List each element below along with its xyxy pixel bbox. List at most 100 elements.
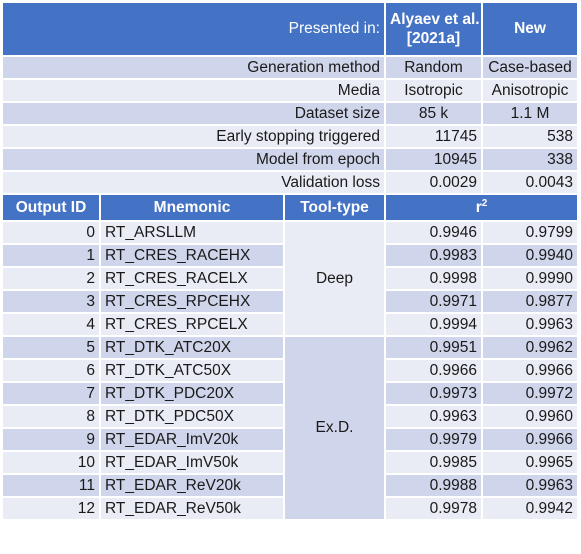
- r2-b: 0.9963: [483, 314, 577, 335]
- table-row: 4 RT_CRES_RPCELX 0.9994 0.9963: [3, 314, 577, 335]
- mnemonic: RT_CRES_RPCEHX: [101, 291, 283, 312]
- mnemonic: RT_DTK_ATC20X: [101, 337, 283, 358]
- table-row: 5 RT_DTK_ATC20X Ex.D. 0.9951 0.9962: [3, 337, 577, 519]
- meta-label: Model from epoch: [3, 149, 384, 170]
- r2-a: 0.9978: [386, 498, 481, 519]
- presented-in-label: Presented in:: [3, 3, 384, 55]
- output-id: 2: [3, 268, 99, 289]
- meta-label: Dataset size: [3, 103, 384, 124]
- output-id: 10: [3, 452, 99, 473]
- r2-a: 0.9966: [386, 360, 481, 381]
- r2-b: 0.9962: [483, 337, 577, 358]
- output-id: 4: [3, 314, 99, 335]
- r2-a: 0.9973: [386, 383, 481, 404]
- col-a-title-line1: Alyaev et al.: [390, 11, 480, 28]
- meta-value-b: 1.1 M: [483, 103, 577, 124]
- col-b-title: New: [483, 3, 577, 55]
- meta-value-a: 11745: [386, 126, 481, 147]
- meta-row: Dataset size 85 k 1.1 M: [3, 103, 577, 124]
- output-id: 12: [3, 498, 99, 519]
- tool-type-header: Tool-type: [285, 195, 384, 220]
- meta-value-a: Isotropic: [386, 80, 481, 101]
- tool-type-deep: Deep: [285, 222, 384, 335]
- r2-b: 0.9966: [483, 360, 577, 381]
- r2-a: 0.9988: [386, 475, 481, 496]
- output-id: 8: [3, 406, 99, 427]
- output-id: 9: [3, 429, 99, 450]
- r2-a: 0.9994: [386, 314, 481, 335]
- r2-sup: 2: [481, 197, 488, 209]
- meta-value-b: 0.0043: [483, 172, 577, 193]
- mnemonic-header: Mnemonic: [101, 195, 283, 220]
- mnemonic: RT_EDAR_ImV50k: [101, 452, 283, 473]
- meta-value-a: 10945: [386, 149, 481, 170]
- output-id: 5: [3, 337, 99, 358]
- mnemonic: RT_EDAR_ReV50k: [101, 498, 283, 519]
- table-row: 7 RT_DTK_PDC20X 0.9973 0.9972: [3, 383, 577, 404]
- output-id: 6: [3, 360, 99, 381]
- r2-a: 0.9951: [386, 337, 481, 358]
- comparison-table: Presented in: Alyaev et al. [2021a] New …: [1, 1, 579, 521]
- mnemonic: RT_CRES_RACELX: [101, 268, 283, 289]
- meta-value-a: 0.0029: [386, 172, 481, 193]
- mnemonic: RT_ARSLLM: [101, 222, 283, 243]
- r2-a: 0.9985: [386, 452, 481, 473]
- r2-a: 0.9983: [386, 245, 481, 266]
- output-id: 11: [3, 475, 99, 496]
- r2-b: 0.9799: [483, 222, 577, 243]
- output-id-header: Output ID: [3, 195, 99, 220]
- mnemonic: RT_DTK_ATC50X: [101, 360, 283, 381]
- r2-a: 0.9998: [386, 268, 481, 289]
- meta-value-a: Random: [386, 57, 481, 78]
- meta-label: Validation loss: [3, 172, 384, 193]
- table-row: 11 RT_EDAR_ReV20k 0.9988 0.9963: [3, 475, 577, 496]
- r2-b: 0.9990: [483, 268, 577, 289]
- table-row: 1 RT_CRES_RACEHX 0.9983 0.9940: [3, 245, 577, 266]
- table-row: 0 RT_ARSLLM Deep 0.9946 0.9799: [3, 222, 577, 335]
- meta-label: Generation method: [3, 57, 384, 78]
- r2-b: 0.9942: [483, 498, 577, 519]
- meta-row: Validation loss 0.0029 0.0043: [3, 172, 577, 193]
- table-row: 8 RT_DTK_PDC50X 0.9963 0.9960: [3, 406, 577, 427]
- output-id: 0: [3, 222, 99, 243]
- r2-b: 0.9940: [483, 245, 577, 266]
- meta-value-b: 538: [483, 126, 577, 147]
- r2-a: 0.9963: [386, 406, 481, 427]
- meta-label: Media: [3, 80, 384, 101]
- col-a-title: Alyaev et al. [2021a]: [386, 3, 481, 55]
- r2-b: 0.9877: [483, 291, 577, 312]
- tool-type-exd: Ex.D.: [285, 337, 384, 519]
- meta-value-a: 85 k: [386, 103, 481, 124]
- table-row: 10 RT_EDAR_ImV50k 0.9985 0.9965: [3, 452, 577, 473]
- meta-row: Media Isotropic Anisotropic: [3, 80, 577, 101]
- table-row: 3 RT_CRES_RPCEHX 0.9971 0.9877: [3, 291, 577, 312]
- meta-row: Model from epoch 10945 338: [3, 149, 577, 170]
- r2-b: 0.9966: [483, 429, 577, 450]
- r2-b: 0.9965: [483, 452, 577, 473]
- table-row: 2 RT_CRES_RACELX 0.9998 0.9990: [3, 268, 577, 289]
- r2-b: 0.9963: [483, 475, 577, 496]
- r2-b: 0.9960: [483, 406, 577, 427]
- table-row: 9 RT_EDAR_ImV20k 0.9979 0.9966: [3, 429, 577, 450]
- meta-row: Generation method Random Case-based: [3, 57, 577, 78]
- r2-header: r2: [386, 195, 577, 220]
- r2-a: 0.9946: [386, 222, 481, 243]
- mnemonic: RT_DTK_PDC20X: [101, 383, 283, 404]
- meta-value-b: Anisotropic: [483, 80, 577, 101]
- r2-b: 0.9972: [483, 383, 577, 404]
- mnemonic: RT_CRES_RACEHX: [101, 245, 283, 266]
- r2-a: 0.9979: [386, 429, 481, 450]
- mnemonic: RT_EDAR_ImV20k: [101, 429, 283, 450]
- meta-value-b: Case-based: [483, 57, 577, 78]
- mnemonic: RT_DTK_PDC50X: [101, 406, 283, 427]
- table-row: 12 RT_EDAR_ReV50k 0.9978 0.9942: [3, 498, 577, 519]
- mnemonic: RT_CRES_RPCELX: [101, 314, 283, 335]
- meta-row: Early stopping triggered 11745 538: [3, 126, 577, 147]
- output-id: 1: [3, 245, 99, 266]
- col-a-title-line2: [2021a]: [406, 30, 461, 47]
- r2-a: 0.9971: [386, 291, 481, 312]
- meta-value-b: 338: [483, 149, 577, 170]
- meta-label: Early stopping triggered: [3, 126, 384, 147]
- mnemonic: RT_EDAR_ReV20k: [101, 475, 283, 496]
